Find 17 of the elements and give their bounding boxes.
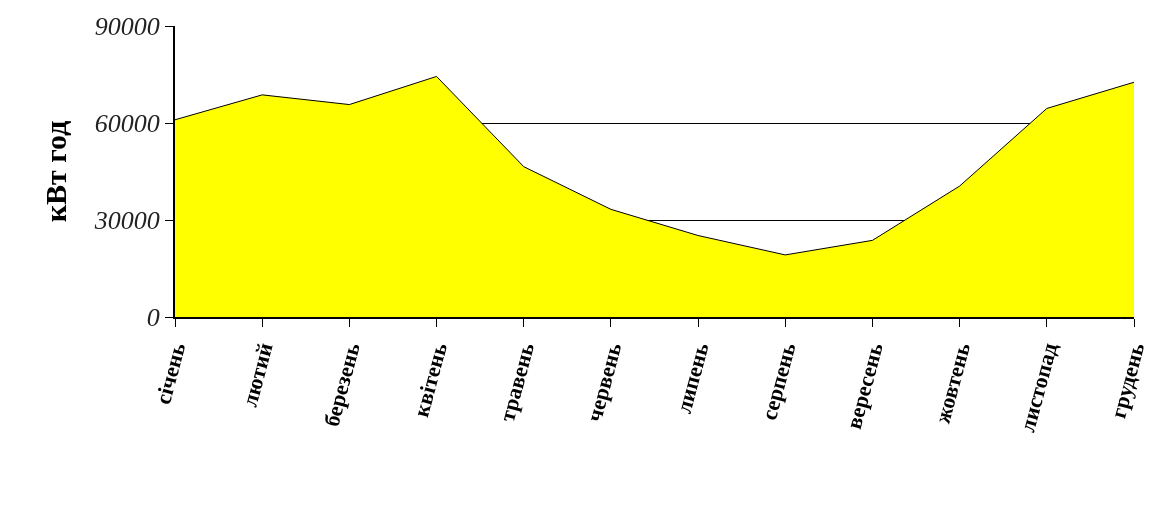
y-axis-title: кВт год xyxy=(39,120,73,223)
x-tick-label: серпень xyxy=(756,339,801,423)
x-tick-label: січень xyxy=(150,339,191,407)
x-tick-label: березень xyxy=(318,339,365,430)
y-tick-label: 30000 xyxy=(93,206,160,236)
x-tick-label: липень xyxy=(670,339,714,416)
x-tick-label: вересень xyxy=(840,339,888,432)
x-tick-label: квітень xyxy=(408,339,453,420)
x-tick-label: червень xyxy=(581,339,627,425)
y-tick-label: 90000 xyxy=(94,12,160,42)
y-tick-label: 60000 xyxy=(94,109,160,139)
x-tick-label: лютий xyxy=(236,339,278,410)
x-tick-label: жовтень xyxy=(929,339,976,426)
x-tick-label: листопад xyxy=(1014,340,1063,435)
x-tick-label: грудень xyxy=(1105,339,1150,421)
x-tick-label: травень xyxy=(494,339,540,425)
y-tick-label: 0 xyxy=(146,303,160,333)
